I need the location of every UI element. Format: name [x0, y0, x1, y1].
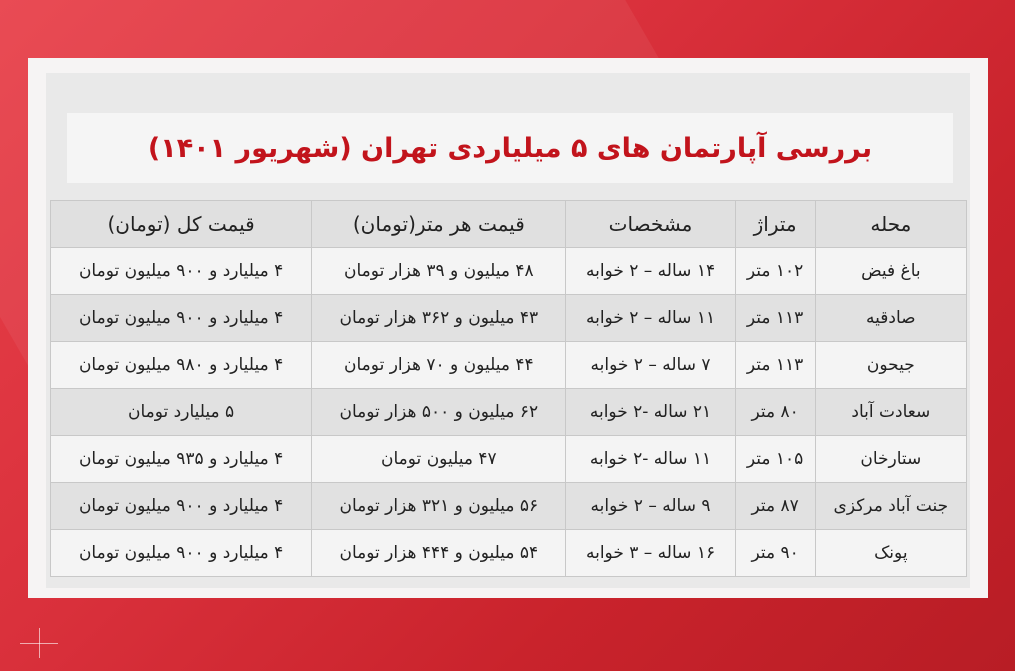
table-row: ستارخان ۱۰۵ متر ۱۱ ساله -۲ خوابه ۴۷ میلیون … [49, 435, 968, 483]
table-row: صادقیه ۱۱۳ متر ۱۱ ساله – ۲ خوابه ۴۳ میلیون … [49, 294, 968, 342]
cell-area: ۱۰۲ متر [734, 247, 816, 295]
cell-price-per-meter: ۴۷ میلیون تومان [311, 435, 567, 483]
table-header-row: محله متراژ مشخصات قیمت هر متر(تومان) قیم… [49, 200, 968, 248]
cell-total-price: ۴ میلیارد و ۹۰۰ میلیون تومان [49, 247, 313, 295]
cell-neighborhood: جنت آباد مرکزی [814, 482, 968, 530]
cell-price-per-meter: ۴۳ میلیون و ۳۶۲ هزار تومان [311, 294, 567, 342]
table-row: باغ فیض ۱۰۲ متر ۱۴ ساله – ۲ خوابه ۴۸ میلیون… [49, 247, 968, 295]
header-area: متراژ [734, 200, 816, 248]
header-neighborhood: محله [814, 200, 968, 248]
cell-neighborhood: پونک [814, 529, 968, 577]
header-specs: مشخصات [565, 200, 736, 248]
cell-total-price: ۴ میلیارد و ۹۸۰ میلیون تومان [49, 341, 313, 389]
apartments-table: محله متراژ مشخصات قیمت هر متر(تومان) قیم… [49, 200, 968, 577]
cell-area: ۸۷ متر [734, 482, 816, 530]
table-row: جیحون ۱۱۳ متر ۷ ساله – ۲ خوابه ۴۴ میلیون و … [49, 341, 968, 389]
table-row: جنت آباد مرکزی ۸۷ متر ۹ ساله – ۲ خوابه ۵۶ م… [49, 482, 968, 530]
table-row: پونک ۹۰ متر ۱۶ ساله – ۳ خوابه ۵۴ میلیون و ۴… [49, 529, 968, 577]
cell-area: ۸۰ متر [734, 388, 816, 436]
cell-neighborhood: باغ فیض [814, 247, 968, 295]
title-box: بررسی آپارتمان های ۵ میلیاردی تهران (شهر… [67, 113, 953, 183]
cell-specs: ۱۱ ساله -۲ خوابه [565, 435, 736, 483]
cell-price-per-meter: ۵۴ میلیون و ۴۴۴ هزار تومان [311, 529, 567, 577]
page-title: بررسی آپارتمان های ۵ میلیاردی تهران (شهر… [147, 132, 873, 164]
cell-price-per-meter: ۴۴ میلیون و ۷۰ هزار تومان [311, 341, 567, 389]
cell-price-per-meter: ۴۸ میلیون و ۳۹ هزار تومان [311, 247, 567, 295]
cell-neighborhood: ستارخان [814, 435, 968, 483]
cell-area: ۱۰۵ متر [734, 435, 816, 483]
cell-specs: ۹ ساله – ۲ خوابه [565, 482, 736, 530]
cell-specs: ۱۱ ساله – ۲ خوابه [565, 294, 736, 342]
cell-price-per-meter: ۵۶ میلیون و ۳۲۱ هزار تومان [311, 482, 567, 530]
cell-specs: ۱۶ ساله – ۳ خوابه [565, 529, 736, 577]
cell-specs: ۷ ساله – ۲ خوابه [565, 341, 736, 389]
cell-total-price: ۴ میلیارد و ۹۰۰ میلیون تومان [49, 482, 313, 530]
plus-decoration [20, 628, 58, 658]
table-row: سعادت آباد ۸۰ متر ۲۱ ساله -۲ خوابه ۶۲ میلیو… [49, 388, 968, 436]
cell-specs: ۱۴ ساله – ۲ خوابه [565, 247, 736, 295]
header-price-per-meter: قیمت هر متر(تومان) [311, 200, 567, 248]
cell-price-per-meter: ۶۲ میلیون و ۵۰۰ هزار تومان [311, 388, 567, 436]
cell-total-price: ۴ میلیارد و ۹۰۰ میلیون تومان [49, 294, 313, 342]
cell-area: ۹۰ متر [734, 529, 816, 577]
cell-area: ۱۱۳ متر [734, 294, 816, 342]
header-total-price: قیمت کل (تومان) [49, 200, 313, 248]
cell-specs: ۲۱ ساله -۲ خوابه [565, 388, 736, 436]
cell-total-price: ۵ میلیارد تومان [49, 388, 313, 436]
cell-neighborhood: جیحون [814, 341, 968, 389]
cell-neighborhood: سعادت آباد [814, 388, 968, 436]
cell-total-price: ۴ میلیارد و ۹۰۰ میلیون تومان [49, 529, 313, 577]
cell-neighborhood: صادقیه [814, 294, 968, 342]
cell-area: ۱۱۳ متر [734, 341, 816, 389]
cell-total-price: ۴ میلیارد و ۹۳۵ میلیون تومان [49, 435, 313, 483]
